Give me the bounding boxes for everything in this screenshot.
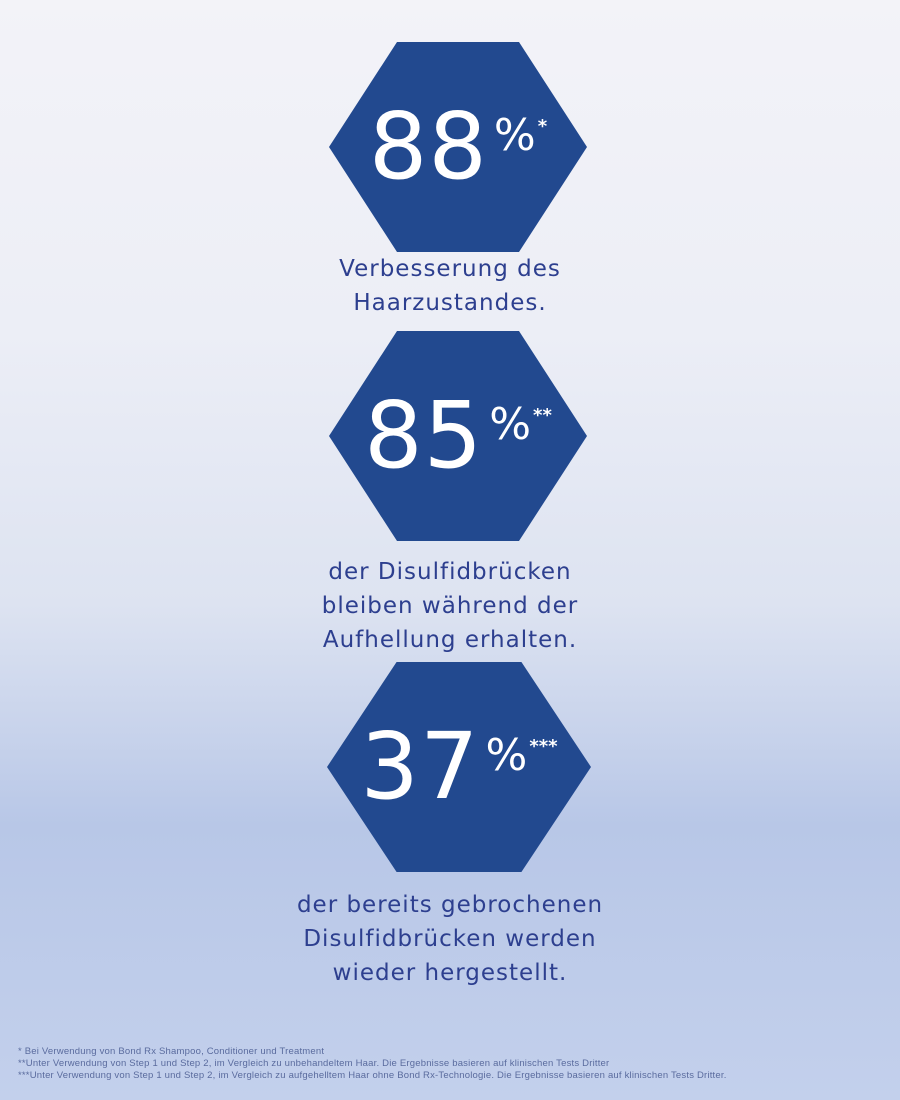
hexagon-shape: [329, 331, 587, 541]
stat-number: 37: [360, 713, 480, 820]
caption-line: wieder hergestellt.: [332, 960, 568, 986]
stat-caption-1: Verbesserung des Haarzustandes.: [0, 252, 900, 320]
hexagon-shape: [327, 662, 591, 872]
caption-line: Aufhellung erhalten.: [322, 627, 578, 653]
footnote-marker: *: [537, 116, 548, 137]
percent-sign: %: [493, 110, 536, 161]
footnotes: * Bei Verwendung von Bond Rx Shampoo, Co…: [18, 1046, 727, 1082]
caption-line: der bereits gebrochenen: [296, 892, 604, 918]
caption-line: bleiben während der: [321, 593, 579, 619]
stat-hexagon-1: 88 % *: [329, 42, 587, 252]
footnote-3: ***Unter Verwendung von Step 1 und Step …: [18, 1070, 727, 1081]
caption-line: der Disulfidbrücken: [328, 559, 572, 585]
footnote-marker: **: [533, 405, 552, 426]
stat-caption-2: der Disulfidbrücken bleiben während der …: [0, 555, 900, 657]
stat-number: 88: [368, 93, 488, 200]
stat-caption-3: der bereits gebrochenen Disulfidbrücken …: [0, 888, 900, 990]
hexagon-shape: [329, 42, 587, 252]
footnote-marker: ***: [529, 736, 558, 757]
caption-line: Verbesserung des: [339, 256, 561, 282]
caption-line: Disulfidbrücken werden: [303, 926, 597, 952]
stat-hexagon-2: 85 % **: [329, 331, 587, 541]
percent-sign: %: [489, 399, 532, 450]
stat-hexagon-3: 37 % ***: [327, 662, 591, 872]
stat-number: 85: [364, 382, 484, 489]
footnote-2: **Unter Verwendung von Step 1 und Step 2…: [18, 1058, 610, 1069]
footnote-1: * Bei Verwendung von Bond Rx Shampoo, Co…: [18, 1046, 325, 1057]
caption-line: Haarzustandes.: [353, 290, 547, 316]
percent-sign: %: [485, 730, 528, 781]
